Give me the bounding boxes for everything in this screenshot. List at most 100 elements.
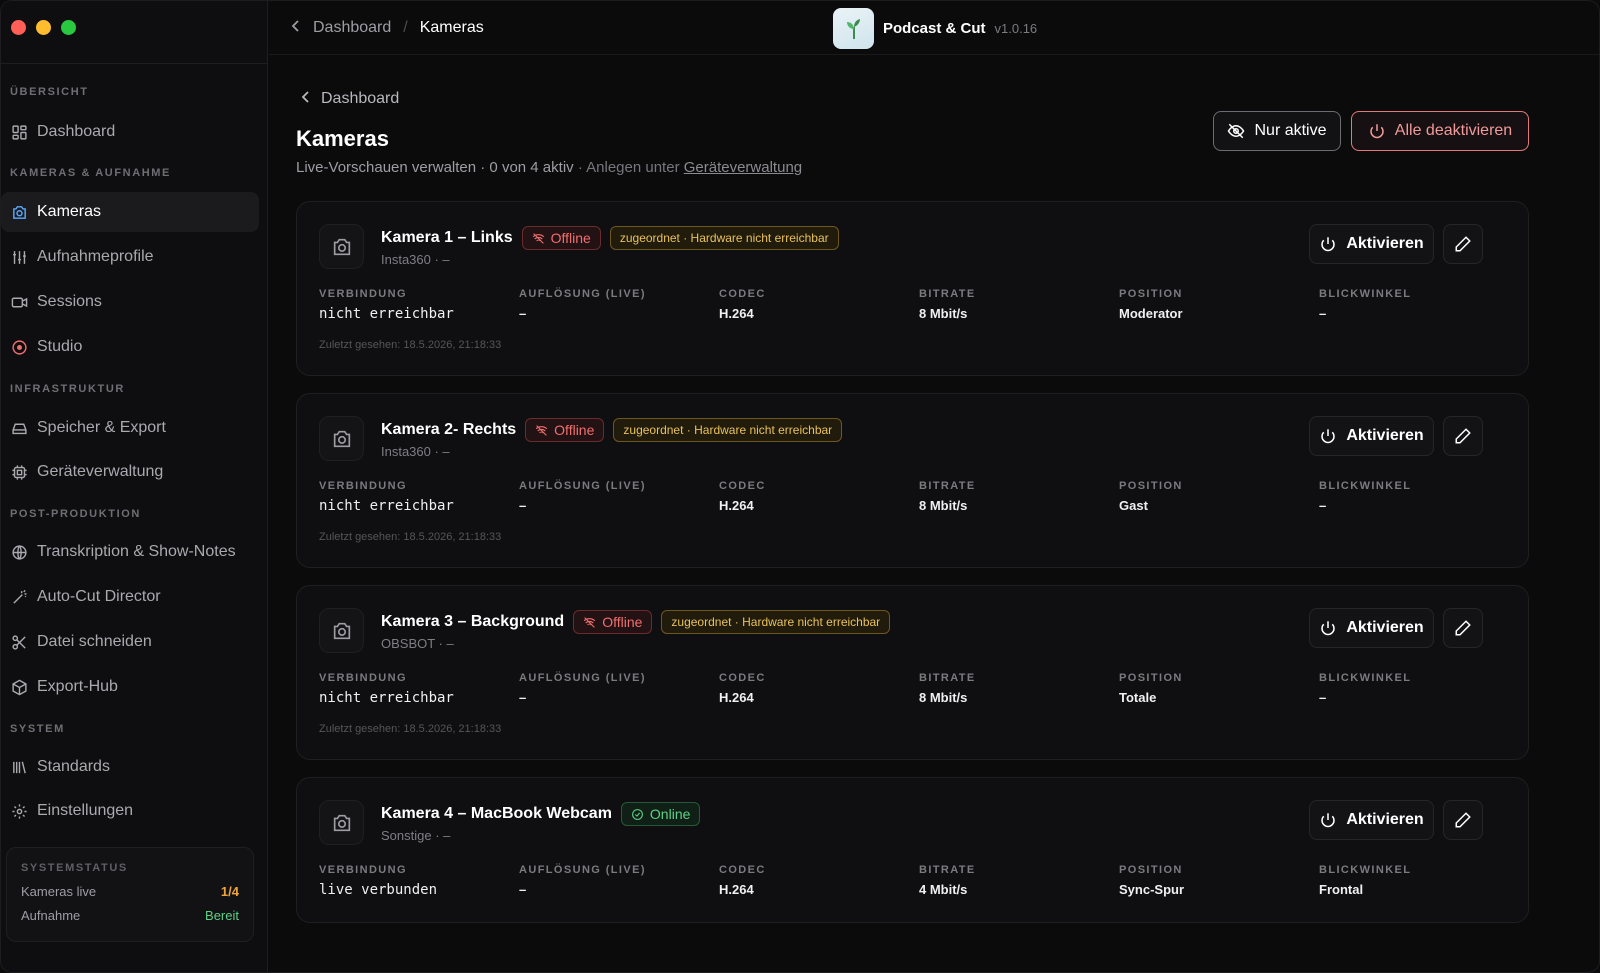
close-window-button[interactable] — [11, 20, 26, 35]
power-icon — [1321, 429, 1336, 444]
power-icon — [1321, 237, 1336, 252]
status-row-recording: Aufnahme Bereit — [21, 908, 239, 923]
power-icon — [1321, 621, 1336, 636]
sidebar-item-studio[interactable]: Studio — [1, 327, 259, 367]
scissors-icon — [10, 633, 28, 651]
edit-button[interactable] — [1443, 416, 1483, 456]
field-connection: VERBINDUNG nicht erreichbar — [319, 480, 454, 514]
check-circle-icon — [632, 808, 643, 820]
field-position: POSITION Totale — [1119, 672, 1183, 705]
minimize-window-button[interactable] — [36, 20, 51, 35]
sidebar-item-geraeteverwaltung[interactable]: Geräteverwaltung — [1, 452, 259, 492]
camera-name: Kamera 4 – MacBook Webcam Online — [381, 802, 701, 826]
field-bitrate: BITRATE 8 Mbit/s — [919, 288, 976, 321]
geraeteverwaltung-link[interactable]: Geräteverwaltung — [683, 159, 803, 176]
status-badge: Online — [620, 802, 701, 826]
sidebar-item-transkription[interactable]: Transkription & Show-Notes — [1, 532, 259, 572]
sidebar-item-sessions[interactable]: Sessions — [1, 282, 259, 322]
breadcrumb-parent[interactable]: Dashboard — [313, 19, 392, 36]
camera-fields: VERBINDUNG nicht erreichbar AUFLÖSUNG (LI… — [319, 480, 1519, 514]
field-resolution: AUFLÖSUNG (LIVE) – — [519, 288, 646, 321]
field-angle: BLICKWINKEL – — [1319, 288, 1412, 321]
field-angle: BLICKWINKEL – — [1319, 672, 1412, 705]
power-icon — [1321, 813, 1336, 828]
library-icon — [10, 758, 28, 776]
camera-title: Kamera 2- Rechts — [381, 421, 517, 438]
status-value: 1/4 — [220, 884, 239, 899]
sidebar-item-speicher-export[interactable]: Speicher & Export — [1, 408, 259, 448]
sidebar-item-label: Standards — [37, 758, 110, 775]
sidebar-item-datei-schneiden[interactable]: Datei schneiden — [1, 622, 259, 662]
field-codec: CODEC H.264 — [719, 480, 766, 513]
activate-button[interactable]: Aktivieren — [1309, 416, 1434, 456]
sidebar-item-label: Sessions — [37, 293, 102, 310]
activate-button[interactable]: Aktivieren — [1309, 224, 1434, 264]
breadcrumb-separator: / — [403, 19, 408, 36]
deactivate-all-button[interactable]: Alle deaktivieren — [1351, 111, 1529, 151]
status-value: Bereit — [205, 908, 239, 923]
sidebar-item-aufnahmeprofile[interactable]: Aufnahmeprofile — [1, 237, 259, 277]
sidebar-item-kameras[interactable]: Kameras — [1, 192, 259, 232]
wifi-off-icon — [535, 424, 548, 436]
camera-icon — [319, 608, 364, 653]
globe-icon — [10, 543, 28, 561]
sidebar-section-title: KAMERAS & AUFNAHME — [10, 167, 171, 179]
edit-button[interactable] — [1443, 608, 1483, 648]
sidebar-item-label: Speicher & Export — [37, 419, 166, 436]
pencil-icon — [1455, 428, 1471, 444]
maximize-window-button[interactable] — [61, 20, 76, 35]
edit-button[interactable] — [1443, 800, 1483, 840]
field-position: POSITION Moderator — [1119, 288, 1183, 321]
sidebar: ÜBERSICHT Dashboard KAMERAS & AUFNAHME K… — [1, 1, 268, 972]
sidebar-item-dashboard[interactable]: Dashboard — [1, 112, 259, 152]
field-bitrate: BITRATE 8 Mbit/s — [919, 672, 976, 705]
sidebar-item-label: Export-Hub — [37, 678, 118, 695]
warning-badge: zugeordnet · Hardware nicht erreichbar — [609, 226, 839, 250]
camera-card: Kamera 2- Rechts Offline zugeordnet · Ha… — [296, 393, 1529, 568]
camera-card: Kamera 1 – Links Offline zugeordnet · Ha… — [296, 201, 1529, 376]
field-connection: VERBINDUNG nicht erreichbar — [319, 672, 454, 706]
gear-icon — [10, 802, 28, 820]
activate-button[interactable]: Aktivieren — [1309, 800, 1434, 840]
activate-button[interactable]: Aktivieren — [1309, 608, 1434, 648]
camera-title: Kamera 1 – Links — [381, 229, 513, 246]
camera-title: Kamera 4 – MacBook Webcam — [381, 805, 612, 822]
app-version: v1.0.16 — [994, 21, 1038, 36]
only-active-button[interactable]: Nur aktive — [1213, 111, 1341, 151]
camera-subtitle: Insta360 · – — [381, 252, 450, 267]
camera-icon — [319, 224, 364, 269]
status-badge: Offline — [521, 226, 601, 250]
sidebar-item-einstellungen[interactable]: Einstellungen — [1, 791, 259, 831]
sidebar-item-label: Datei schneiden — [37, 633, 152, 650]
field-connection: VERBINDUNG nicht erreichbar — [319, 288, 454, 322]
field-angle: BLICKWINKEL – — [1319, 480, 1412, 513]
field-resolution: AUFLÖSUNG (LIVE) – — [519, 480, 646, 513]
sidebar-item-standards[interactable]: Standards — [1, 747, 259, 787]
deactivate-all-label: Alle deaktivieren — [1394, 122, 1513, 139]
video-icon — [10, 293, 28, 311]
sidebar-item-label: Dashboard — [37, 123, 116, 140]
pencil-icon — [1455, 812, 1471, 828]
activate-label: Aktivieren — [1346, 619, 1424, 636]
sidebar-item-label: Kameras — [37, 203, 102, 220]
edit-button[interactable] — [1443, 224, 1483, 264]
breadcrumb: Dashboard / Kameras — [291, 19, 484, 37]
chevron-left-icon[interactable] — [291, 19, 301, 37]
page-subtitle: Live-Vorschauen verwalten · 0 von 4 akti… — [296, 159, 802, 176]
subtitle-hint: · Anlegen unter — [573, 159, 684, 176]
package-icon — [10, 678, 28, 696]
field-position: POSITION Sync-Spur — [1119, 864, 1185, 897]
camera-fields: VERBINDUNG live verbunden AUFLÖSUNG (LIVE… — [319, 864, 1519, 898]
field-codec: CODEC H.264 — [719, 288, 766, 321]
wifi-off-icon — [583, 616, 596, 628]
sidebar-item-export-hub[interactable]: Export-Hub — [1, 667, 259, 707]
sidebar-item-auto-cut[interactable]: Auto-Cut Director — [1, 577, 259, 617]
last-seen-text: Zuletzt gesehen: 18.5.2026, 21:18:33 — [319, 531, 502, 543]
power-icon — [1370, 124, 1384, 139]
pencil-icon — [1455, 236, 1471, 252]
back-link[interactable]: Dashboard — [301, 90, 399, 108]
camera-name: Kamera 1 – Links Offline zugeordnet · Ha… — [381, 226, 839, 250]
camera-subtitle: Sonstige · – — [381, 828, 451, 843]
main-content: Dashboard Kameras Live-Vorschauen verwal… — [269, 56, 1599, 972]
